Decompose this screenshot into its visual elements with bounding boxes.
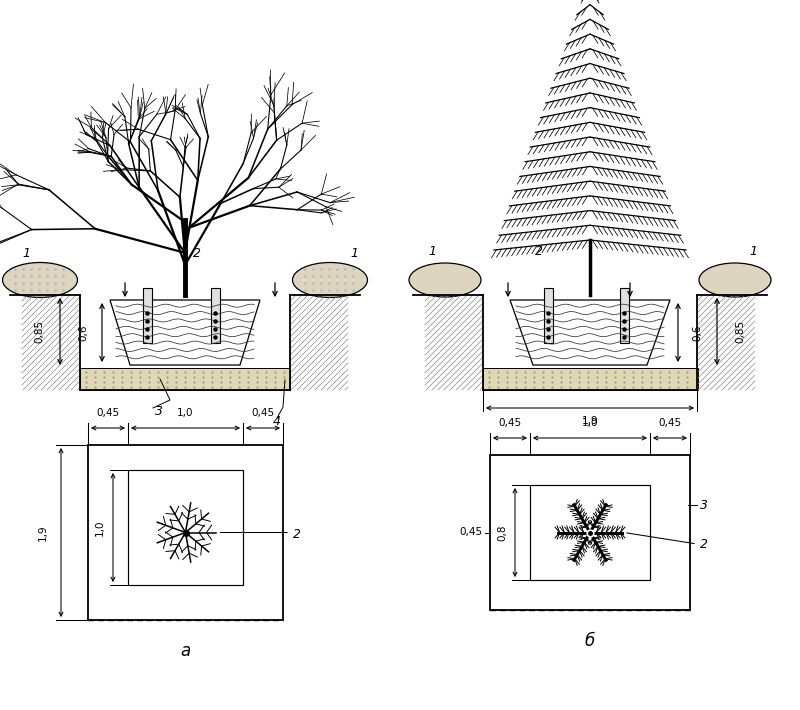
Bar [530,485,650,580]
Text: 2: 2 [535,245,543,258]
Bar [544,288,553,343]
Text: 1: 1 [428,245,436,258]
Text: 1,9: 1,9 [582,416,598,426]
Text: 1,0: 1,0 [178,408,194,418]
Ellipse shape [699,263,771,297]
Bar [143,288,152,343]
Bar [483,368,698,390]
Text: 0,6: 0,6 [692,324,702,341]
Text: 2: 2 [700,538,708,551]
Text: 1,0: 1,0 [582,418,598,428]
Bar [620,288,629,343]
Ellipse shape [2,263,78,297]
Text: 1: 1 [350,247,358,260]
Text: 0,45: 0,45 [459,528,482,537]
Polygon shape [110,300,260,365]
Text: 0,45: 0,45 [658,418,682,428]
Text: 0,45: 0,45 [498,418,522,428]
Text: 0,8: 0,8 [497,524,507,541]
Text: 0,85: 0,85 [735,320,745,343]
Ellipse shape [293,263,367,297]
Text: 1: 1 [749,245,757,258]
Text: 3: 3 [700,499,708,512]
Text: 3: 3 [155,405,163,418]
Text: 1,9: 1,9 [38,524,48,541]
Text: 0,6: 0,6 [78,324,88,341]
Text: а: а [180,642,190,660]
Text: 0,45: 0,45 [251,408,274,418]
Text: б: б [585,632,595,650]
Text: 0,45: 0,45 [97,408,119,418]
Text: 4: 4 [273,415,281,428]
Text: 1: 1 [22,247,30,260]
Ellipse shape [409,263,481,297]
Bar [80,368,290,390]
Text: 1,0: 1,0 [95,519,105,536]
Bar [211,288,220,343]
Text: 0,85: 0,85 [34,320,44,343]
Bar [128,470,243,585]
Polygon shape [510,300,670,365]
Text: 2: 2 [193,247,201,260]
Bar [88,445,283,620]
Text: 2: 2 [293,528,301,540]
Bar [490,455,690,610]
